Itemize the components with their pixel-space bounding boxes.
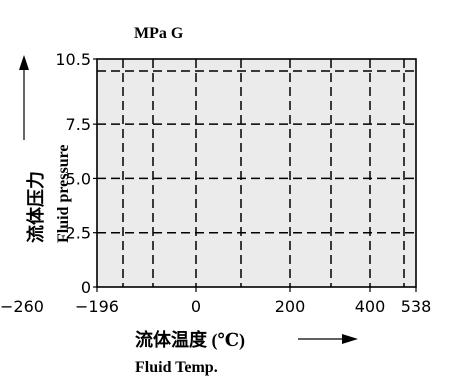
x-tick-label: 538 [401, 297, 432, 316]
y-axis-label-cn: 流体压力 [25, 171, 46, 243]
x-tick-label: 200 [275, 297, 306, 316]
x-tick-label: 400 [355, 297, 386, 316]
x-axis-label-en: Fluid Temp. [135, 359, 218, 376]
plot-border [96, 58, 417, 288]
y-tick-label: 5.0 [66, 169, 91, 188]
y-axis-arrow [19, 55, 29, 140]
x-axis-arrow [298, 334, 358, 344]
x-tick-label: −260 [0, 297, 44, 316]
operating-region [97, 59, 416, 287]
y-axis-label-en: Fluid pressure [55, 144, 72, 243]
grid [97, 59, 416, 287]
ticks: 02.55.07.510.5−260 −196 0 200 400 538 [0, 50, 431, 316]
y-tick-label: 2.5 [66, 224, 91, 243]
y-tick-label: 0 [81, 278, 91, 297]
y-tick-label: 10.5 [55, 50, 91, 69]
y-tick-label: 7.5 [66, 115, 91, 134]
x-tick-label: −196 [75, 297, 119, 316]
x-axis-label-cn: 流体温度 (℃) [135, 329, 245, 351]
x-tick-label: 0 [191, 297, 201, 316]
unit-label: MPa G [134, 25, 184, 42]
